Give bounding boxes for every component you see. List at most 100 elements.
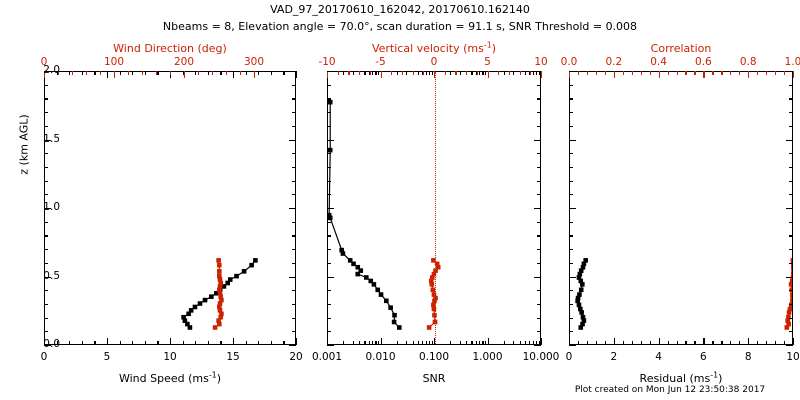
data-point-marker xyxy=(790,298,792,304)
data-point-marker xyxy=(426,325,432,330)
axis-tick xyxy=(327,194,331,196)
axis-tick xyxy=(352,71,354,75)
axis-tick xyxy=(375,71,377,75)
series-line-vertical-velocity xyxy=(428,259,439,328)
axis-tick xyxy=(487,338,489,345)
data-point-marker xyxy=(577,292,582,297)
axis-tick xyxy=(327,166,331,169)
axis-tick xyxy=(739,71,741,75)
axis-tick xyxy=(537,290,541,292)
axis-tick xyxy=(721,71,723,75)
axis-tick xyxy=(532,341,534,345)
axis-tick xyxy=(459,341,461,345)
axis-tick xyxy=(378,71,380,75)
x-tick-top-label-residual: 0.2 xyxy=(605,56,623,68)
axis-tick xyxy=(195,71,197,75)
panel-snr-top-axis-title: Vertical velocity (ms-1) xyxy=(371,40,497,55)
axis-tick xyxy=(685,341,687,345)
axis-tick xyxy=(44,180,48,182)
axis-tick xyxy=(292,84,296,86)
axis-tick xyxy=(676,71,678,75)
axis-tick xyxy=(289,71,296,73)
panel-wind-series xyxy=(181,258,258,330)
axis-tick xyxy=(182,71,184,75)
axis-tick xyxy=(613,71,615,78)
data-point-marker xyxy=(212,325,218,330)
data-point-marker xyxy=(217,321,222,327)
axis-tick xyxy=(537,262,541,264)
axis-tick xyxy=(412,71,414,75)
axis-tick xyxy=(537,249,541,251)
x-tick-top-label-residual: 1.0 xyxy=(784,56,800,68)
axis-tick xyxy=(529,71,531,75)
axis-tick xyxy=(292,125,296,127)
axis-tick xyxy=(270,341,272,345)
panel-residual-top-axis-title: Correlation xyxy=(650,42,712,55)
axis-tick xyxy=(292,303,296,306)
axis-tick xyxy=(667,71,669,75)
data-point-marker xyxy=(181,314,186,320)
axis-tick xyxy=(182,341,184,345)
data-point-marker xyxy=(187,325,193,330)
data-point-marker xyxy=(217,262,222,268)
panel-residual-series xyxy=(575,258,792,330)
axis-tick xyxy=(667,341,669,345)
axis-tick xyxy=(428,341,430,345)
data-point-marker xyxy=(218,280,223,286)
series-line-residual xyxy=(577,260,587,328)
axis-tick xyxy=(119,341,121,345)
axis-tick xyxy=(789,331,793,333)
data-point-marker xyxy=(392,312,397,318)
panel-wind-bottom-axis-title: Wind Speed (ms-1) xyxy=(118,370,222,385)
data-point-marker xyxy=(388,305,393,310)
axis-tick xyxy=(649,341,651,345)
axis-tick xyxy=(100,71,102,75)
axis-tick xyxy=(789,153,793,155)
axis-tick xyxy=(508,71,511,75)
axis-tick xyxy=(327,262,331,264)
data-point-marker xyxy=(364,275,369,280)
axis-tick xyxy=(44,276,51,278)
axis-tick xyxy=(569,84,573,86)
axis-tick xyxy=(466,341,468,345)
x-tick-top-label-residual: 0.8 xyxy=(739,56,757,68)
axis-tick xyxy=(524,341,527,345)
axis-tick xyxy=(789,221,793,223)
data-point-marker xyxy=(218,294,223,299)
data-point-marker xyxy=(581,261,587,267)
axis-tick xyxy=(292,208,296,210)
axis-tick xyxy=(569,71,576,73)
axis-tick xyxy=(757,71,759,75)
axis-tick xyxy=(44,112,48,114)
data-point-marker xyxy=(340,251,346,256)
axis-tick xyxy=(44,71,46,78)
data-point-marker xyxy=(186,311,191,317)
axis-tick xyxy=(240,71,242,75)
axis-tick xyxy=(44,338,46,345)
axis-tick xyxy=(703,71,705,78)
axis-tick xyxy=(569,345,576,347)
x-tick-label-residual: 8 xyxy=(744,351,752,363)
axis-tick xyxy=(775,71,777,75)
axis-tick xyxy=(327,345,334,347)
axis-tick xyxy=(56,341,58,345)
axis-tick xyxy=(296,71,298,78)
axis-tick xyxy=(586,71,589,75)
axis-tick xyxy=(537,235,541,237)
data-point-marker xyxy=(358,268,364,273)
axis-tick xyxy=(107,338,109,345)
axis-tick xyxy=(434,338,436,345)
axis-tick xyxy=(144,71,146,75)
x-tick-label-snr: 0.010 xyxy=(365,351,396,363)
axis-tick xyxy=(519,71,521,75)
x-tick-label-wind: 15 xyxy=(226,351,240,363)
axis-tick xyxy=(327,235,331,237)
axis-tick xyxy=(789,194,793,196)
data-point-marker xyxy=(182,318,188,323)
axis-tick xyxy=(789,235,793,237)
axis-tick xyxy=(44,249,48,251)
axis-tick xyxy=(703,338,705,345)
axis-tick xyxy=(380,338,382,345)
axis-tick xyxy=(44,345,51,347)
axis-tick xyxy=(44,71,51,73)
